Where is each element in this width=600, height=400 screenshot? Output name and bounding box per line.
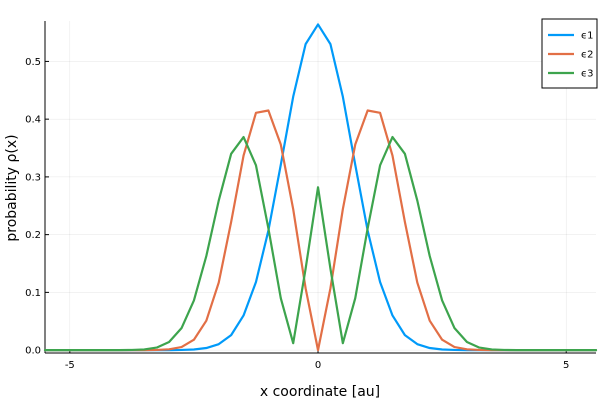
x-axis-label: x coordinate [au]: [260, 384, 380, 400]
y-tick-label: 0.5: [25, 57, 41, 68]
legend: ϵ1 ϵ2 ϵ3: [541, 18, 598, 89]
grid-lines: [45, 21, 596, 353]
y-tick-label: 0.2: [25, 230, 41, 241]
y-tick-label: 0.0: [25, 346, 41, 357]
tick-labels: -5 0 5 0.0 0.1 0.2 0.3 0.4 0.5: [25, 57, 569, 371]
x-tick-label: -5: [65, 360, 75, 371]
y-tick-label: 0.4: [25, 115, 41, 126]
series-line-3: [43, 135, 598, 352]
legend-label-1: ϵ1: [581, 31, 594, 42]
legend-label-2: ϵ2: [581, 50, 594, 61]
y-axis-label: probability ρ(x): [4, 134, 20, 241]
y-tick-label: 0.1: [25, 288, 41, 299]
x-tick-label: 0: [315, 360, 321, 371]
x-tick-label: 5: [563, 360, 569, 371]
series-line-2: [43, 109, 598, 352]
legend-label-3: ϵ3: [581, 69, 594, 80]
axes: [44, 21, 596, 354]
series-lines: [43, 23, 598, 352]
y-tick-label: 0.3: [25, 172, 41, 183]
series-line-1: [43, 23, 598, 352]
